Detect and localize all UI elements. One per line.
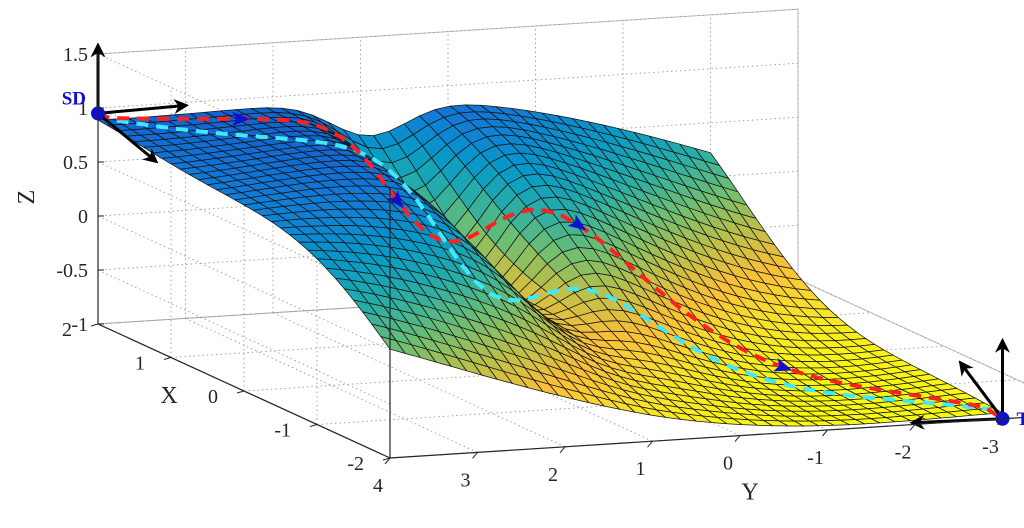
y-axis-title: Y: [741, 480, 758, 506]
y-tick-label: 1: [636, 458, 646, 480]
start-point-label: SD: [62, 88, 86, 109]
x-tick-label: -2: [347, 453, 364, 475]
z-tick-label: 0: [78, 206, 88, 228]
x-tick-label: 2: [62, 319, 72, 341]
x-tick-label: -1: [274, 420, 291, 442]
z-axis-ticks: 1.5 1 0.5 0 -0.5 -1: [56, 44, 104, 336]
path-curves: [97, 111, 1004, 421]
y-tick-label: 0: [723, 453, 733, 475]
vector-arrow: [97, 99, 189, 115]
z-tick-label: -1: [71, 314, 88, 336]
y-tick-label: 4: [373, 475, 383, 497]
x-tick-label: 1: [135, 353, 145, 375]
y-tick-label: -1: [807, 447, 824, 469]
y-tick-label: 3: [461, 469, 471, 491]
point-labels: SD TD: [62, 88, 1024, 429]
z-tick-label: 1.5: [63, 44, 88, 66]
z-axis-title: Z: [14, 190, 40, 205]
x-axis-title: X: [160, 383, 177, 409]
path-markers: [232, 111, 793, 372]
x-axis-ticks: -2 -1 0 1 2: [62, 319, 391, 475]
vector-arrow: [97, 112, 159, 164]
vector-arrow: [958, 360, 1004, 420]
direction-marker: [386, 189, 404, 209]
red-dashed-path: [97, 111, 1004, 421]
y-tick-label: -3: [982, 436, 999, 458]
y-tick-label: 2: [548, 464, 558, 486]
z-tick-label: 1: [78, 98, 88, 120]
direction-marker: [232, 111, 251, 126]
direction-marker: [567, 214, 587, 231]
direction-marker: [773, 358, 793, 372]
y-tick-label: -2: [895, 441, 912, 463]
cyan-dashed-path: [97, 111, 1004, 421]
z-tick-label: 0.5: [63, 152, 88, 174]
target-point-label: TD: [1017, 409, 1024, 430]
x-tick-label: 0: [208, 386, 218, 408]
z-tick-label: -0.5: [56, 260, 88, 282]
